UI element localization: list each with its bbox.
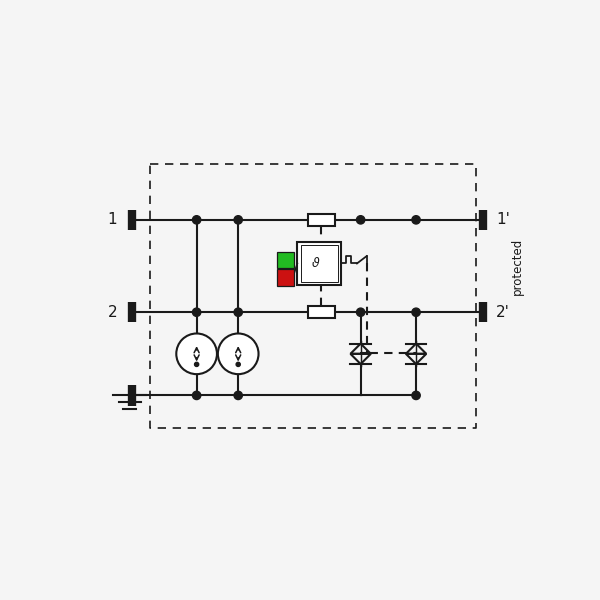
Bar bbox=[277, 252, 294, 268]
Text: 1: 1 bbox=[108, 212, 118, 227]
Text: 1': 1' bbox=[496, 212, 510, 227]
Text: 2: 2 bbox=[108, 305, 118, 320]
Bar bbox=[308, 214, 335, 226]
Text: protected: protected bbox=[511, 238, 524, 295]
Circle shape bbox=[412, 308, 420, 316]
Text: $\vartheta$: $\vartheta$ bbox=[311, 256, 320, 271]
Circle shape bbox=[234, 215, 242, 224]
Circle shape bbox=[236, 362, 240, 367]
Circle shape bbox=[412, 391, 420, 400]
Circle shape bbox=[234, 308, 242, 316]
Circle shape bbox=[412, 215, 420, 224]
Bar bbox=[308, 307, 335, 318]
Circle shape bbox=[356, 308, 365, 316]
Circle shape bbox=[356, 215, 365, 224]
Circle shape bbox=[176, 334, 217, 374]
Circle shape bbox=[193, 215, 201, 224]
Bar bbox=[277, 269, 294, 286]
Circle shape bbox=[193, 308, 201, 316]
Circle shape bbox=[218, 334, 259, 374]
Circle shape bbox=[193, 391, 201, 400]
Text: 2': 2' bbox=[496, 305, 510, 320]
Bar bbox=[301, 245, 338, 282]
Bar bbox=[298, 242, 341, 286]
Circle shape bbox=[234, 391, 242, 400]
Circle shape bbox=[194, 362, 199, 367]
